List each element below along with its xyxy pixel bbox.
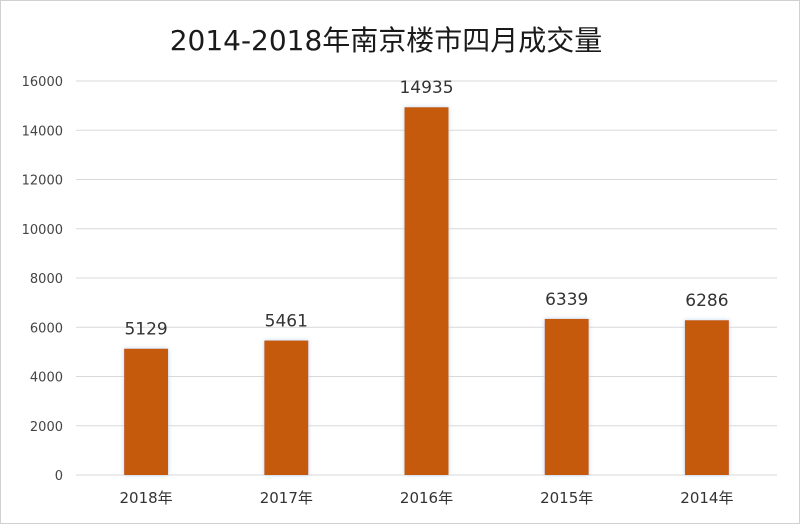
x-category-label: 2014年 <box>680 489 733 507</box>
bar <box>404 107 449 476</box>
data-label: 5129 <box>124 320 167 340</box>
y-tick-label: 4000 <box>30 371 63 386</box>
y-axis-ticks: 0 2000 4000 6000 8000 10000 12000 14000 16000 <box>22 75 63 484</box>
x-category-label: 2017年 <box>260 489 313 507</box>
chart-title: 2014-2018年南京楼市四月成交量 <box>169 24 603 57</box>
y-tick-label: 6000 <box>30 321 63 336</box>
bar <box>264 340 309 475</box>
data-label: 14935 <box>399 78 453 98</box>
y-tick-label: 12000 <box>22 174 63 189</box>
bar <box>684 320 729 475</box>
bar <box>124 348 169 475</box>
y-tick-label: 0 <box>55 469 63 484</box>
y-tick-label: 8000 <box>30 272 63 287</box>
y-tick-label: 16000 <box>22 75 63 90</box>
x-category-label: 2015年 <box>540 489 593 507</box>
x-axis-categories: 2018年 2017年 2016年 2015年 2014年 <box>120 489 734 507</box>
y-tick-label: 10000 <box>22 223 63 238</box>
data-label: 6286 <box>685 291 728 311</box>
data-label: 6339 <box>545 290 588 310</box>
data-labels: 5129 5461 14935 6339 6286 <box>124 78 728 339</box>
y-tick-label: 2000 <box>30 420 63 435</box>
bar <box>544 318 589 475</box>
x-category-label: 2016年 <box>400 489 453 507</box>
bars <box>124 107 729 476</box>
x-category-label: 2018年 <box>120 489 173 507</box>
y-tick-label: 14000 <box>22 124 63 139</box>
data-label: 5461 <box>265 312 308 332</box>
